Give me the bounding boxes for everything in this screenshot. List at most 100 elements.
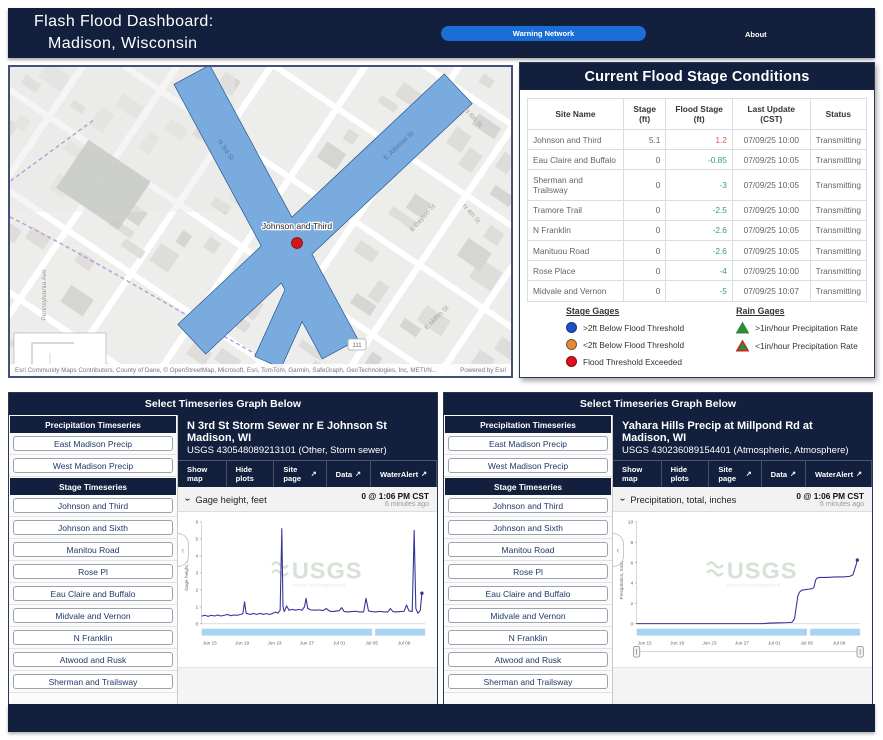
external-link-icon: ↗ (856, 471, 863, 478)
sidebar-item-wrap: Eau Claire and Buffalo (444, 583, 612, 605)
svg-text:0: 0 (195, 621, 198, 627)
svg-text:111: 111 (352, 343, 362, 349)
toolbar-hide-plots-button[interactable]: Hide plots (227, 461, 275, 487)
sidebar-item-wrap: East Madison Precip (444, 433, 612, 455)
x-tick-label: Jun 23 (702, 640, 716, 645)
legend-item-2ft-below-flood-threshold: <2ft Below Flood Threshold (566, 339, 684, 350)
sidebar-item-wrap: West Madison Precip (444, 455, 612, 477)
legend-item-1in-hour-precipitation-rate: <1in/hour Precipitation Rate (736, 340, 858, 352)
timeseries-sidebar: Precipitation Timeseries East Madison Pr… (444, 415, 613, 704)
x-tick-label: Jul 01 (768, 640, 781, 645)
last-update-cell: 07/09/25 10:00 (731, 128, 811, 151)
toolbar-show-map-button[interactable]: Show map (613, 461, 662, 487)
stage-cell: 0 (622, 169, 667, 201)
route-shield: 111 (347, 338, 367, 351)
latest-reading: 0 @ 1:06 PM CST 6 minutes ago (796, 491, 864, 508)
sidebar-item-west-madison-precip[interactable]: West Madison Precip (13, 458, 173, 473)
chart-header: › Precipitation, total, inches 0 @ 1:06 … (613, 487, 872, 512)
sidebar-item-wrap: Manitou Road (444, 539, 612, 561)
rain-gages-title: Rain Gages (736, 306, 785, 316)
sidebar-item-sherman-and-trailsway[interactable]: Sherman and Trailsway (448, 674, 608, 689)
toolbar-data-button[interactable]: Data ↗ (327, 461, 372, 487)
stage-cell: 0 (622, 149, 667, 171)
sidebar-item-johnson-and-sixth[interactable]: Johnson and Sixth (13, 520, 173, 535)
table-row: Johnson and Third 5.1 1.2 07/09/25 10:00 Tra… (527, 128, 868, 151)
site-name-cell: Midvale and Vernon (527, 280, 624, 302)
flood-extent-polygon[interactable] (173, 67, 473, 369)
sidebar-item-rose-pl[interactable]: Rose Pl (13, 564, 173, 579)
legend-label: <2ft Below Flood Threshold (583, 339, 685, 350)
svg-text:3: 3 (195, 570, 198, 576)
sidebar-item-east-madison-precip[interactable]: East Madison Precip (13, 436, 173, 451)
toolbar-show-map-button[interactable]: Show map (178, 461, 227, 487)
station-name: N 3rd St Storm Sewer nr E Johnson St Mad… (187, 420, 387, 444)
sidebar-item-n-franklin[interactable]: N Franklin (448, 630, 608, 645)
svg-text:science for a changing world: science for a changing world (727, 583, 781, 588)
external-link-icon: ↗ (355, 471, 362, 478)
toolbar-data-button[interactable]: Data ↗ (762, 461, 807, 487)
sidebar-item-manitou-road[interactable]: Manitou Road (13, 542, 173, 557)
sidebar-item-sherman-and-trailsway[interactable]: Sherman and Trailsway (13, 674, 173, 689)
sidebar-item-wrap: Sherman and Trailsway (444, 671, 612, 693)
site-name-cell: N Franklin (527, 219, 624, 241)
sidebar-item-eau-claire-and-buffalo[interactable]: Eau Claire and Buffalo (448, 586, 608, 601)
last-update-cell: 07/09/25 10:05 (731, 239, 811, 262)
x-tick-label: Jun 15 (203, 640, 217, 645)
chevron-down-icon[interactable]: › (182, 497, 194, 502)
latest-updated-ago: 6 minutes ago (385, 501, 429, 508)
map-canvas[interactable]: Pennsylvania Ave N 3rd St E Johnson St N… (10, 67, 511, 376)
gage-triangle-icon (736, 340, 750, 352)
sidebar-item-eau-claire-and-buffalo[interactable]: Eau Claire and Buffalo (13, 586, 173, 601)
sidebar-item-atwood-and-rusk[interactable]: Atwood and Rusk (448, 652, 608, 667)
flood-stage-cell: 1.2 (665, 128, 733, 151)
sidebar-item-rose-pl[interactable]: Rose Pl (448, 564, 608, 579)
status-cell: Transmitting (809, 149, 868, 171)
time-range-slider[interactable] (201, 628, 372, 636)
sidebar-item-n-franklin[interactable]: N Franklin (13, 630, 173, 645)
timeseries-chart[interactable]: 0 2 4 6 8 10 USGS science for a changing world P… (613, 512, 872, 668)
sidebar-item-atwood-and-rusk[interactable]: Atwood and Rusk (13, 652, 173, 667)
x-tick-label: Jul 05 (365, 640, 378, 645)
table-row: Midvale and Vernon 0 -5 07/09/25 10:07 Trans… (527, 280, 868, 302)
last-update-cell: 07/09/25 10:05 (731, 149, 811, 171)
time-range-slider[interactable] (810, 628, 861, 636)
chevron-down-icon[interactable]: › (617, 497, 629, 502)
gage-triangle-icon (736, 322, 750, 334)
x-tick-label: Jul 09 (398, 640, 411, 645)
time-range-slider[interactable] (636, 628, 807, 636)
toolbar-wateralert-button[interactable]: WaterAlert ↗ (371, 461, 438, 487)
warning-network-button[interactable]: Warning Network (441, 26, 646, 41)
external-link-icon: ↗ (745, 471, 752, 478)
toolbar-hide-plots-button[interactable]: Hide plots (662, 461, 710, 487)
timeseries-chart[interactable]: 0 1 2 3 4 5 6 USGS science for a changing world G… (178, 512, 437, 668)
about-link[interactable]: About (745, 30, 767, 39)
last-update-cell: 07/09/25 10:05 (731, 169, 811, 201)
external-link-icon: ↗ (790, 471, 797, 478)
railroad-line-2 (10, 118, 96, 183)
svg-text:6: 6 (630, 560, 633, 566)
chart-header: › Gage height, feet 0 @ 1:06 PM CST 6 mi… (178, 487, 437, 512)
sidebar-item-wrap: Eau Claire and Buffalo (9, 583, 177, 605)
sidebar-item-manitou-road[interactable]: Manitou Road (448, 542, 608, 557)
sidebar-item-johnson-and-third[interactable]: Johnson and Third (13, 498, 173, 513)
flood-site-marker[interactable] (291, 237, 303, 249)
sidebar-item-midvale-and-vernon[interactable]: Midvale and Vernon (448, 608, 608, 623)
toolbar-site-page-button[interactable]: Site page ↗ (274, 461, 327, 487)
sidebar-item-west-madison-precip[interactable]: West Madison Precip (448, 458, 608, 473)
toolbar-site-page-button[interactable]: Site page ↗ (709, 461, 762, 487)
sidebar-item-east-madison-precip[interactable]: East Madison Precip (448, 436, 608, 451)
attribution-text: Esri Community Maps Contributors, County… (15, 366, 438, 374)
precip-timeseries-header: Precipitation Timeseries (10, 416, 176, 433)
sidebar-item-midvale-and-vernon[interactable]: Midvale and Vernon (13, 608, 173, 623)
sidebar-item-johnson-and-third[interactable]: Johnson and Third (448, 498, 608, 513)
legend-label: >1in/hour Precipitation Rate (755, 323, 858, 333)
toolbar-wateralert-button[interactable]: WaterAlert ↗ (806, 461, 873, 487)
sidebar-item-johnson-and-sixth[interactable]: Johnson and Sixth (448, 520, 608, 535)
time-range-slider[interactable] (375, 628, 426, 636)
x-tick-label: Jun 27 (735, 640, 749, 645)
timeseries-panel: Select Timeseries Graph Below Precipitat… (443, 392, 873, 704)
flood-map[interactable]: Pennsylvania Ave N 3rd St E Johnson St N… (8, 65, 513, 378)
sidebar-item-wrap: Johnson and Sixth (444, 517, 612, 539)
